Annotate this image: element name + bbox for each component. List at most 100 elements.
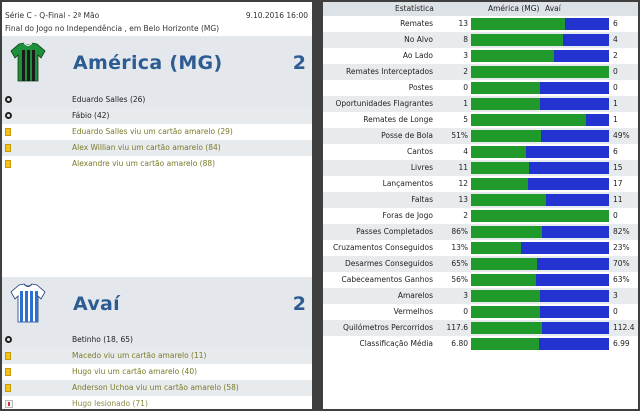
event-row: Anderson Uchoa viu um cartão amarelo (58… xyxy=(2,380,312,396)
stat-comparison-bar xyxy=(471,98,609,110)
stat-home-share-fill xyxy=(471,274,536,286)
stat-comparison-bar xyxy=(471,194,609,206)
stat-away-value: 2 xyxy=(613,51,618,60)
stat-comparison-bar xyxy=(471,50,609,62)
event-text: Eduardo Salles viu um cartão amarelo (29… xyxy=(72,127,233,136)
stat-label: Remates xyxy=(400,19,433,28)
competition-label: Série C - Q-Final - 2ª Mão xyxy=(5,11,100,20)
ball-icon xyxy=(5,96,12,103)
stat-away-value: 3 xyxy=(613,291,618,300)
stat-label: Cruzamentos Conseguidos xyxy=(332,243,433,252)
event-text: Betinho (18, 65) xyxy=(72,335,133,344)
venue-label: Final do Jogo no Independência , em Belo… xyxy=(5,24,220,33)
stat-home-share-fill xyxy=(471,178,529,190)
away-team-header: Avaí 2 xyxy=(2,277,312,349)
stat-home-share-fill xyxy=(471,242,521,254)
stats-header-label: Estatística xyxy=(395,4,434,13)
event-row: Alexandre viu um cartão amarelo (88) xyxy=(2,156,312,172)
stat-label: Faltas xyxy=(411,195,433,204)
stat-away-value: 15 xyxy=(613,163,623,172)
stat-home-value: 13 xyxy=(458,195,468,204)
stat-away-value: 17 xyxy=(613,179,623,188)
stat-home-share-fill xyxy=(471,306,540,318)
stat-away-value: 0 xyxy=(613,67,618,76)
event-text: Fábio (42) xyxy=(72,111,110,120)
stat-comparison-bar xyxy=(471,258,609,270)
yellow-card-icon xyxy=(5,128,11,136)
event-row: Alex Willian viu um cartão amarelo (84) xyxy=(2,140,312,156)
match-summary-panel: Série C - Q-Final - 2ª Mão 9.10.2016 16:… xyxy=(2,2,312,409)
stat-away-value: 0 xyxy=(613,83,618,92)
event-text: Anderson Uchoa viu um cartão amarelo (58… xyxy=(72,383,239,392)
away-kit-icon xyxy=(10,283,46,323)
stat-home-share-fill xyxy=(471,194,546,206)
stat-row: Desarmes Conseguidos 65% 70% xyxy=(323,256,638,272)
stat-away-value: 1 xyxy=(613,99,618,108)
yellow-card-icon xyxy=(5,352,11,360)
event-text: Alexandre viu um cartão amarelo (88) xyxy=(72,159,216,168)
stat-home-value: 2 xyxy=(463,211,468,220)
stat-row: Ao Lado 3 2 xyxy=(323,48,638,64)
stat-home-share-fill xyxy=(471,226,542,238)
stat-home-value: 12 xyxy=(458,179,468,188)
stat-home-share-fill xyxy=(471,162,530,174)
stat-home-value: 3 xyxy=(463,291,468,300)
stat-row: Lançamentos 12 17 xyxy=(323,176,638,192)
stat-away-value: 23% xyxy=(613,243,630,252)
stat-comparison-bar xyxy=(471,146,609,158)
stat-away-value: 0 xyxy=(613,307,618,316)
stat-away-value: 11 xyxy=(613,195,623,204)
event-text: Macedo viu um cartão amarelo (11) xyxy=(72,351,207,360)
stat-label: Ao Lado xyxy=(402,51,433,60)
event-row: Betinho (18, 65) xyxy=(2,332,312,348)
yellow-card-icon xyxy=(5,368,11,376)
home-team-score: 2 xyxy=(292,52,306,74)
stat-label: Passes Completados xyxy=(356,227,433,236)
stat-comparison-bar xyxy=(471,162,609,174)
stat-label: Posse de Bola xyxy=(381,131,433,140)
match-date: 9.10.2016 16:00 xyxy=(245,11,308,20)
stat-home-share-fill xyxy=(471,98,540,110)
event-row: Eduardo Salles viu um cartão amarelo (29… xyxy=(2,124,312,140)
stat-home-value: 0 xyxy=(463,83,468,92)
stat-home-value: 3 xyxy=(463,51,468,60)
ball-icon xyxy=(5,112,12,119)
stat-label: Livres xyxy=(410,163,433,172)
stat-row: Cruzamentos Conseguidos 13% 23% xyxy=(323,240,638,256)
stat-comparison-bar xyxy=(471,114,609,126)
stat-away-value: 82% xyxy=(613,227,630,236)
stat-comparison-bar xyxy=(471,210,609,222)
stat-home-value: 6.80 xyxy=(451,339,468,348)
stat-home-share-fill xyxy=(471,258,538,270)
home-team-header: América (MG) 2 xyxy=(2,36,312,108)
stat-home-share-fill xyxy=(471,50,554,62)
stat-comparison-bar xyxy=(471,338,609,350)
home-team-name[interactable]: América (MG) xyxy=(73,52,223,74)
stat-away-value: 49% xyxy=(613,131,630,140)
stat-home-share-fill xyxy=(471,290,540,302)
stat-home-value: 8 xyxy=(463,35,468,44)
event-text: Alex Willian viu um cartão amarelo (84) xyxy=(72,143,221,152)
stat-home-value: 117.6 xyxy=(446,323,468,332)
stat-row: Faltas 13 11 xyxy=(323,192,638,208)
stat-comparison-bar xyxy=(471,322,609,334)
stat-home-value: 0 xyxy=(463,307,468,316)
stats-header-away: Avaí xyxy=(545,4,561,13)
stat-away-value: 4 xyxy=(613,35,618,44)
stat-away-value: 6.99 xyxy=(613,339,630,348)
stat-label: Classificação Média xyxy=(359,339,433,348)
stats-header: Estatística América (MG) Avaí xyxy=(323,2,638,16)
stat-label: No Alvo xyxy=(404,35,433,44)
stats-header-home: América (MG) xyxy=(488,4,540,13)
stat-away-value: 1 xyxy=(613,115,618,124)
away-team-name[interactable]: Avaí xyxy=(73,293,120,315)
stat-home-share-fill xyxy=(471,66,609,78)
yellow-card-icon xyxy=(5,384,11,392)
stat-home-value: 1 xyxy=(463,99,468,108)
stat-home-value: 51% xyxy=(451,131,468,140)
stat-away-value: 63% xyxy=(613,275,630,284)
stat-row: Classificação Média 6.80 6.99 xyxy=(323,336,638,352)
event-row: Fábio (42) xyxy=(2,108,312,124)
stat-home-value: 5 xyxy=(463,115,468,124)
stat-home-share-fill xyxy=(471,18,566,30)
